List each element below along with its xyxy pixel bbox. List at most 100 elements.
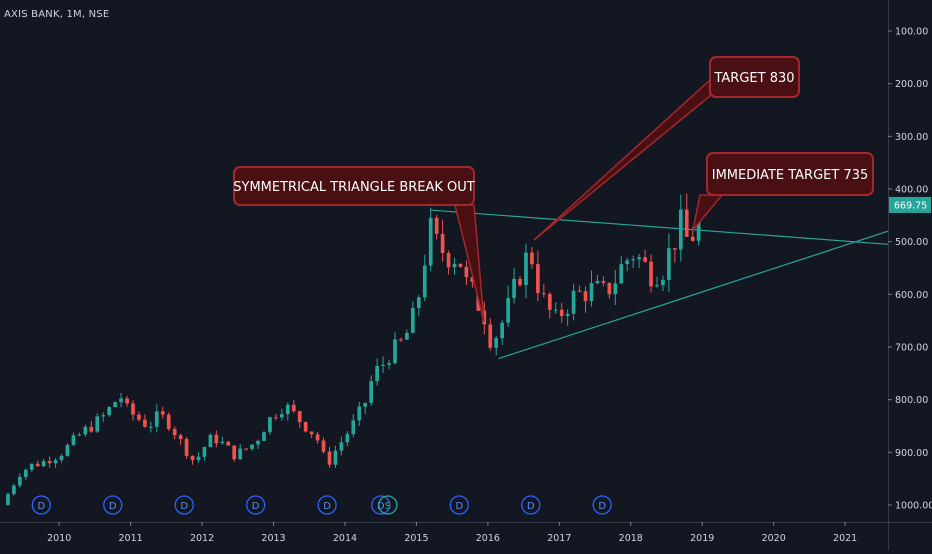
price-tick-label: 700.00 bbox=[895, 343, 928, 354]
candle-body bbox=[411, 307, 415, 333]
candle-body bbox=[280, 414, 284, 418]
candle-body bbox=[440, 233, 445, 253]
candle-body bbox=[363, 402, 368, 407]
candle-body bbox=[244, 448, 248, 450]
price-tick-label: 800.00 bbox=[895, 395, 928, 406]
candle-body bbox=[494, 338, 499, 348]
candle-body bbox=[226, 441, 231, 446]
candle-body bbox=[684, 209, 689, 237]
candle-body bbox=[41, 461, 46, 467]
callout-box bbox=[233, 166, 475, 206]
candle-body bbox=[143, 419, 147, 427]
callout-text: TARGET 830 bbox=[713, 71, 794, 86]
candle-body bbox=[571, 290, 576, 314]
candle-body bbox=[667, 248, 671, 280]
candle-body bbox=[375, 366, 379, 382]
event-marker-label: D bbox=[109, 501, 117, 512]
candle-body bbox=[35, 463, 40, 467]
callouts: SYMMETRICAL TRIANGLE BREAK OUT TARGET 830… bbox=[233, 56, 874, 323]
event-marker-label: S bbox=[385, 501, 391, 512]
candle-body bbox=[23, 469, 28, 477]
candle-body bbox=[678, 209, 683, 250]
candle-body bbox=[196, 456, 201, 460]
candle-body bbox=[690, 236, 695, 241]
candle-body bbox=[625, 260, 630, 265]
candle-body bbox=[583, 291, 588, 301]
candle-body bbox=[18, 476, 22, 486]
dividend-marker bbox=[521, 495, 541, 515]
dividend-marker bbox=[174, 495, 194, 515]
candle-body bbox=[637, 257, 641, 260]
candle-body bbox=[101, 415, 106, 417]
candle-body bbox=[458, 263, 463, 267]
candle-body bbox=[524, 252, 528, 286]
dividend-marker bbox=[371, 495, 391, 515]
candle-body bbox=[339, 442, 344, 451]
event-marker-label: D bbox=[252, 501, 260, 512]
candle-body bbox=[488, 324, 493, 348]
dividend-marker bbox=[31, 495, 51, 515]
symmetrical-triangle-callout: SYMMETRICAL TRIANGLE BREAK OUT bbox=[233, 166, 485, 323]
candle-body bbox=[77, 434, 82, 436]
callout-text: SYMMETRICAL TRIANGLE BREAK OUT bbox=[233, 180, 475, 195]
triangle-lower-trendline bbox=[498, 230, 889, 360]
candle-body bbox=[268, 417, 272, 433]
target-830-callout: TARGET 830 bbox=[533, 56, 800, 241]
candle-body bbox=[321, 440, 326, 452]
time-tick-label: 2011 bbox=[119, 533, 143, 544]
candle-body bbox=[113, 402, 117, 408]
candle-body bbox=[220, 441, 225, 444]
candle-body bbox=[214, 434, 219, 444]
candle-body bbox=[547, 293, 552, 310]
candle-body bbox=[512, 278, 516, 299]
candle-body bbox=[12, 485, 16, 495]
candle-body bbox=[327, 451, 332, 465]
candle-body bbox=[202, 447, 207, 457]
candle-body bbox=[89, 426, 94, 432]
candle-body bbox=[661, 279, 665, 286]
candle-body bbox=[559, 309, 564, 316]
event-marker-label: D bbox=[323, 501, 331, 512]
candle-body bbox=[59, 455, 64, 461]
callout-box bbox=[706, 152, 874, 196]
candle-body bbox=[553, 309, 558, 311]
candle-body bbox=[672, 248, 677, 250]
candle-body bbox=[619, 264, 624, 284]
candle-body bbox=[95, 416, 100, 432]
time-tick-label: 2010 bbox=[47, 533, 71, 544]
time-tick-label: 2021 bbox=[833, 533, 857, 544]
candle-body bbox=[434, 217, 439, 234]
event-marker-label: D bbox=[598, 501, 606, 512]
candle-body bbox=[107, 407, 112, 416]
event-marker-label: D bbox=[527, 501, 535, 512]
candle-body bbox=[387, 363, 391, 365]
price-tick-label: 100.00 bbox=[895, 27, 928, 38]
candle-body bbox=[262, 432, 266, 441]
candle-body bbox=[333, 450, 338, 465]
candle-body bbox=[303, 422, 308, 432]
time-tick-label: 2014 bbox=[333, 533, 357, 544]
candle-body bbox=[131, 403, 135, 415]
candle-body bbox=[357, 406, 362, 421]
candle-body bbox=[154, 411, 159, 427]
split-marker bbox=[378, 495, 398, 515]
candle-body bbox=[381, 364, 385, 367]
price-tick-label: 300.00 bbox=[895, 132, 928, 143]
callout-text: IMMEDIATE TARGET 735 bbox=[712, 168, 869, 183]
candle-body bbox=[506, 298, 510, 323]
candle-body bbox=[369, 381, 374, 403]
dividend-marker bbox=[246, 495, 266, 515]
candle-body bbox=[655, 285, 659, 287]
price-tick-label: 900.00 bbox=[895, 448, 928, 459]
callout-pointer bbox=[533, 78, 711, 241]
candle-body bbox=[464, 266, 469, 278]
callout-pointer bbox=[692, 194, 724, 231]
candle-body bbox=[613, 283, 618, 295]
candle-body bbox=[416, 297, 421, 308]
candle-body bbox=[530, 252, 534, 265]
callout-pointer bbox=[454, 204, 485, 323]
dividend-marker bbox=[592, 495, 612, 515]
